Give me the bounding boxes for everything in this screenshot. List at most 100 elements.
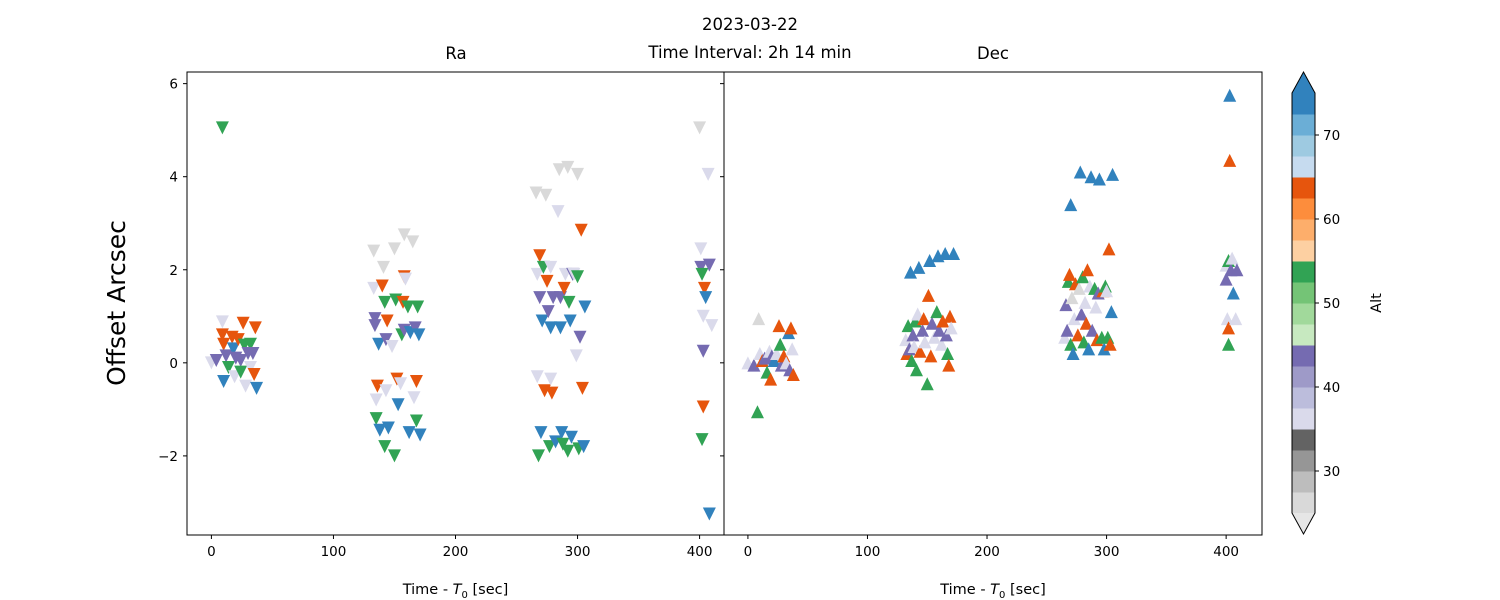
ra-axis-ticks: 0 100 200 300 400 −2 0 2 4 6	[158, 77, 712, 560]
data-point	[391, 398, 405, 412]
ra-panel: Ra 0 100 200 300 400 −2 0 2 4 6 Time - T0 [sec]	[158, 44, 725, 600]
colorbar-segments	[1292, 72, 1315, 534]
data-point	[1067, 312, 1081, 326]
data-point	[1225, 251, 1239, 265]
data-point	[702, 507, 716, 521]
data-point	[943, 309, 957, 323]
data-point	[577, 440, 591, 454]
data-point	[411, 300, 425, 314]
data-point	[553, 291, 567, 305]
data-point	[375, 279, 389, 293]
data-point	[1226, 286, 1240, 300]
x-tick-label: 0	[207, 544, 216, 560]
colorbar-segment	[1292, 282, 1315, 304]
data-point	[542, 440, 556, 454]
ra-panel-title: Ra	[445, 44, 466, 63]
colorbar-segment	[1292, 492, 1315, 514]
y-tick-label: 2	[169, 263, 178, 279]
data-point	[217, 374, 231, 388]
colorbar-tick-label: 60	[1323, 212, 1340, 228]
dec-panel-title: Dec	[977, 44, 1009, 63]
data-point	[947, 246, 961, 260]
data-point	[219, 349, 233, 363]
data-point	[935, 337, 949, 351]
data-point	[785, 342, 799, 356]
data-point	[387, 242, 401, 256]
data-point	[368, 319, 382, 333]
data-point	[1074, 307, 1088, 321]
data-point	[904, 265, 918, 279]
colorbar-segment	[1292, 324, 1315, 346]
data-point	[234, 365, 248, 379]
data-point	[571, 270, 585, 284]
data-point	[701, 167, 715, 181]
data-point	[370, 379, 384, 393]
data-point	[938, 246, 952, 260]
data-point	[409, 374, 423, 388]
data-point	[696, 400, 710, 414]
colorbar-label: Alt	[1369, 293, 1385, 313]
data-point	[901, 319, 915, 333]
colorbar-segment	[1292, 366, 1315, 388]
data-point	[1082, 342, 1096, 356]
ra-plot-frame	[186, 71, 725, 536]
dec-points	[741, 88, 1244, 419]
colorbar-tick-label: 50	[1323, 296, 1340, 312]
colorbar-outline	[1291, 70, 1316, 536]
data-point	[784, 321, 798, 335]
data-point	[402, 426, 416, 440]
data-point	[1061, 274, 1075, 288]
data-point	[574, 223, 588, 237]
data-point	[544, 372, 558, 386]
data-point	[912, 260, 926, 274]
data-point	[231, 333, 245, 347]
data-point	[552, 163, 566, 177]
data-point	[1060, 323, 1074, 337]
data-point	[561, 444, 575, 458]
data-point	[773, 337, 787, 351]
colorbar-segment	[1292, 345, 1315, 367]
data-point	[941, 347, 955, 361]
data-point	[1080, 263, 1094, 277]
data-point	[407, 391, 421, 405]
data-point	[786, 367, 800, 381]
data-point	[530, 370, 544, 384]
data-point	[385, 340, 399, 354]
x-tick-label: 400	[1213, 544, 1239, 560]
colorbar: 30 40 50 60 70 Alt	[1291, 70, 1385, 536]
ra-points	[204, 121, 719, 521]
data-point	[1222, 321, 1236, 335]
data-point	[920, 377, 934, 391]
data-point	[1089, 300, 1103, 314]
data-point	[1073, 165, 1087, 179]
data-point	[373, 423, 387, 437]
data-point	[531, 449, 545, 463]
colorbar-segment	[1292, 114, 1315, 136]
x-tick-label: 200	[974, 544, 1000, 560]
data-point	[544, 260, 558, 274]
colorbar-segment	[1292, 429, 1315, 451]
colorbar-segment	[1292, 135, 1315, 157]
data-point	[913, 344, 927, 358]
data-point	[369, 412, 383, 426]
data-point	[394, 377, 408, 391]
data-point	[1103, 337, 1117, 351]
data-point	[369, 393, 383, 407]
data-point	[381, 421, 395, 435]
figure-time-interval: Time Interval: 2h 14 min	[647, 43, 851, 62]
data-point	[247, 367, 261, 381]
data-point	[379, 333, 393, 347]
x-tick-label: 300	[565, 544, 591, 560]
colorbar-extend-min	[1292, 513, 1315, 534]
data-point	[209, 354, 223, 368]
x-tick-label: 0	[744, 544, 753, 560]
data-point	[412, 328, 426, 342]
colorbar-segment	[1292, 198, 1315, 220]
data-point	[1063, 267, 1077, 281]
data-point	[234, 354, 248, 368]
data-point	[398, 272, 412, 286]
dec-x-axis-label: Time - T0 [sec]	[939, 582, 1046, 600]
data-point	[553, 321, 567, 335]
data-point	[228, 370, 242, 384]
data-point	[936, 314, 950, 328]
